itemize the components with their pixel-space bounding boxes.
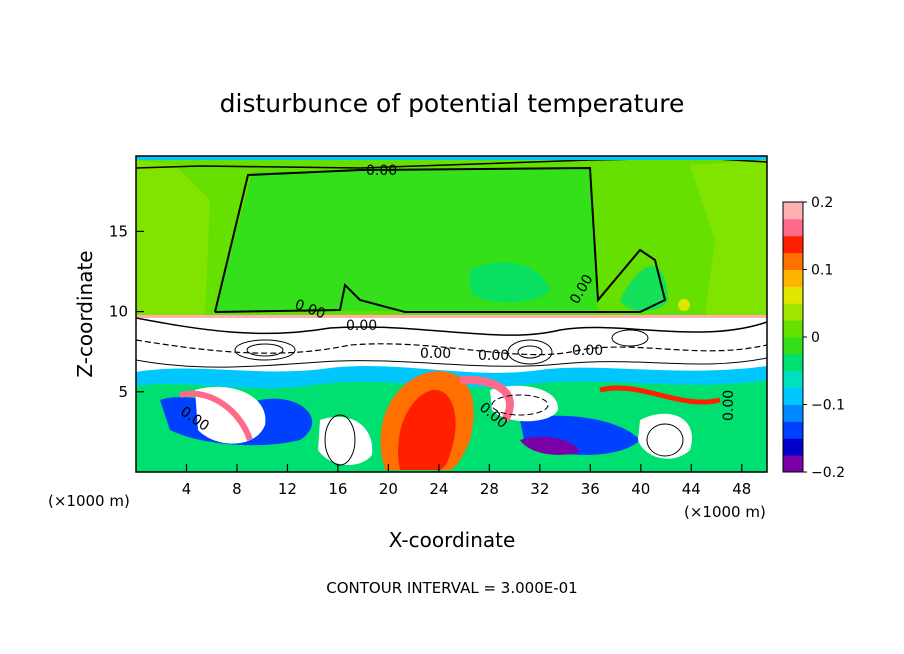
x-axis-label: X-coordinate (389, 528, 516, 552)
x-tick-label: 16 (328, 480, 347, 498)
colorbar-swatch (783, 218, 803, 237)
colorbar-tick-label: 0.1 (811, 263, 833, 279)
chart-title: disturbunce of potential temperature (220, 89, 685, 118)
contour-label: 0.00 (478, 348, 509, 364)
x-axis: 4 8 12 16 20 24 28 32 36 40 44 48 (182, 464, 751, 498)
contour-ring (517, 345, 543, 359)
contour-ring (611, 329, 649, 347)
field-upper-cyan-patch-2 (620, 266, 668, 312)
x-tick-label: 40 (631, 480, 650, 498)
x-unit-right: (×1000 m) (684, 503, 766, 521)
contour-label: 0.00 (721, 390, 737, 421)
field-upper-left-gradient (136, 160, 210, 316)
field-lower-purple (520, 436, 580, 455)
y-axis-label: Z-coordinate (73, 250, 97, 377)
field-lower-red-streak-2 (599, 385, 721, 405)
x-tick-label: 36 (581, 480, 600, 498)
x-tick-label: 48 (732, 480, 751, 498)
colorbar-swatch (783, 252, 803, 270)
colorbar-swatch (783, 202, 803, 220)
contour-label: 0.00 (366, 163, 397, 179)
colorbar-swatch (783, 286, 803, 304)
x-tick-label: 24 (429, 480, 448, 498)
contour-line (136, 317, 767, 336)
x-tick-label: 44 (682, 480, 701, 498)
field-lower-white-cell-4 (638, 413, 692, 459)
x-unit-left: (×1000 m) (48, 492, 130, 510)
y-axis: 5 10 15 (109, 222, 144, 401)
field-upper-cyan-patch (470, 262, 550, 303)
contour-ring (246, 343, 284, 357)
field-lower-red-streak (459, 375, 514, 423)
plot-area (136, 156, 767, 472)
field-lower-warm-plume-core (398, 389, 456, 470)
colorbar-tick-label: 0 (811, 330, 820, 346)
contour-interval-note: CONTOUR INTERVAL = 3.000E-01 (326, 579, 577, 597)
colorbar-tick-label: 0.2 (811, 195, 833, 211)
colorbar-swatch (783, 337, 803, 355)
colorbar-swatch (783, 353, 803, 372)
x-tick-label: 28 (480, 480, 499, 498)
colorbar-swatch (783, 320, 803, 338)
x-tick-label: 4 (182, 480, 192, 498)
contour-label: 0.00 (572, 343, 603, 359)
colorbar-tick-label: −0.1 (811, 398, 845, 414)
x-tick-label: 12 (278, 480, 297, 498)
colorbar: 0.2 0.1 0 −0.1 −0.2 (782, 195, 845, 481)
contour-line (136, 339, 767, 356)
contour-label: 0.00 (346, 318, 377, 334)
colorbar-swatch (783, 438, 803, 456)
y-tick-label: 15 (109, 222, 128, 240)
colorbar-swatch (783, 455, 803, 473)
contour-ring (234, 339, 296, 361)
field-warm-spot (678, 299, 690, 311)
colorbar-swatch (783, 404, 803, 422)
y-tick-label: 5 (118, 383, 128, 401)
field-upper-right-gradient (690, 160, 767, 316)
contour-label: 0.00 (420, 346, 451, 362)
x-tick-label: 32 (530, 480, 549, 498)
zero-contour (214, 166, 667, 313)
contour-ring (507, 339, 553, 365)
colorbar-tick-label: −0.2 (811, 465, 845, 481)
x-tick-label: 8 (232, 480, 242, 498)
colorbar-swatch (783, 370, 803, 389)
field-tropopause-line (136, 315, 767, 318)
field-lower-white-cell-2 (318, 416, 373, 466)
contour-ring (491, 394, 549, 416)
colorbar-swatch (783, 235, 803, 254)
contour-ring (646, 423, 684, 457)
x-tick-label: 20 (379, 480, 398, 498)
y-tick-label: 10 (109, 303, 128, 321)
colorbar-swatch (783, 269, 803, 287)
colorbar-swatch (783, 303, 803, 321)
colorbar-swatch (783, 421, 803, 439)
contour-ring (324, 414, 356, 466)
contour-line (136, 357, 767, 368)
colorbar-swatch (783, 387, 803, 405)
plot-frame (135, 155, 768, 473)
field-lower-red-streak-3 (179, 390, 253, 442)
